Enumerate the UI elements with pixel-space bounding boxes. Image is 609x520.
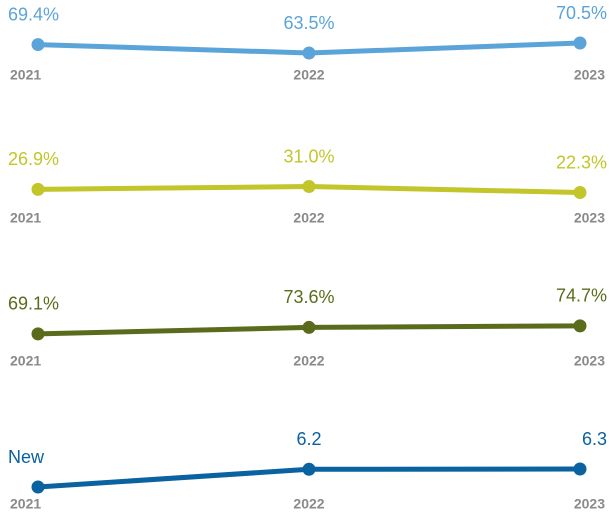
point bbox=[573, 319, 587, 333]
x-tick-label: 2021 bbox=[10, 67, 41, 83]
point bbox=[573, 36, 587, 50]
value-label: 73.6% bbox=[283, 287, 334, 307]
x-tick-label: 2022 bbox=[293, 210, 324, 226]
point bbox=[31, 38, 45, 52]
value-label: 69.4% bbox=[8, 4, 59, 24]
value-label: 74.7% bbox=[556, 286, 607, 306]
point bbox=[302, 462, 316, 476]
value-label: 69.1% bbox=[8, 294, 59, 314]
value-label: 26.9% bbox=[8, 149, 59, 169]
point bbox=[302, 180, 316, 194]
value-label: New bbox=[8, 447, 45, 467]
value-label: 22.3% bbox=[556, 152, 607, 172]
point bbox=[31, 480, 45, 494]
point bbox=[302, 320, 316, 334]
x-tick-label: 2022 bbox=[293, 67, 324, 83]
value-label: 70.5% bbox=[556, 3, 607, 23]
value-label: 31.0% bbox=[283, 146, 334, 166]
x-tick-label: 2023 bbox=[574, 67, 605, 83]
x-tick-label: 2022 bbox=[293, 353, 324, 369]
value-label: 6.2 bbox=[296, 429, 321, 449]
point bbox=[573, 186, 587, 200]
x-tick-label: 2022 bbox=[293, 496, 324, 512]
x-tick-label: 2023 bbox=[574, 210, 605, 226]
x-tick-label: 2023 bbox=[574, 353, 605, 369]
x-tick-label: 2023 bbox=[574, 496, 605, 512]
point bbox=[31, 182, 45, 196]
point bbox=[302, 46, 316, 60]
point bbox=[573, 462, 587, 476]
x-tick-label: 2021 bbox=[10, 496, 41, 512]
x-tick-label: 2021 bbox=[10, 210, 41, 226]
value-label: 6.3 bbox=[582, 429, 607, 449]
value-label: 63.5% bbox=[283, 13, 334, 33]
point bbox=[31, 327, 45, 341]
x-tick-label: 2021 bbox=[10, 353, 41, 369]
